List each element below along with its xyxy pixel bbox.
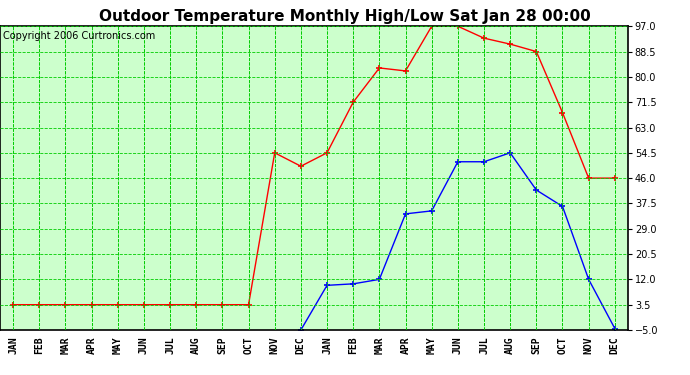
Text: Outdoor Temperature Monthly High/Low Sat Jan 28 00:00: Outdoor Temperature Monthly High/Low Sat… (99, 9, 591, 24)
Text: Copyright 2006 Curtronics.com: Copyright 2006 Curtronics.com (3, 31, 155, 41)
